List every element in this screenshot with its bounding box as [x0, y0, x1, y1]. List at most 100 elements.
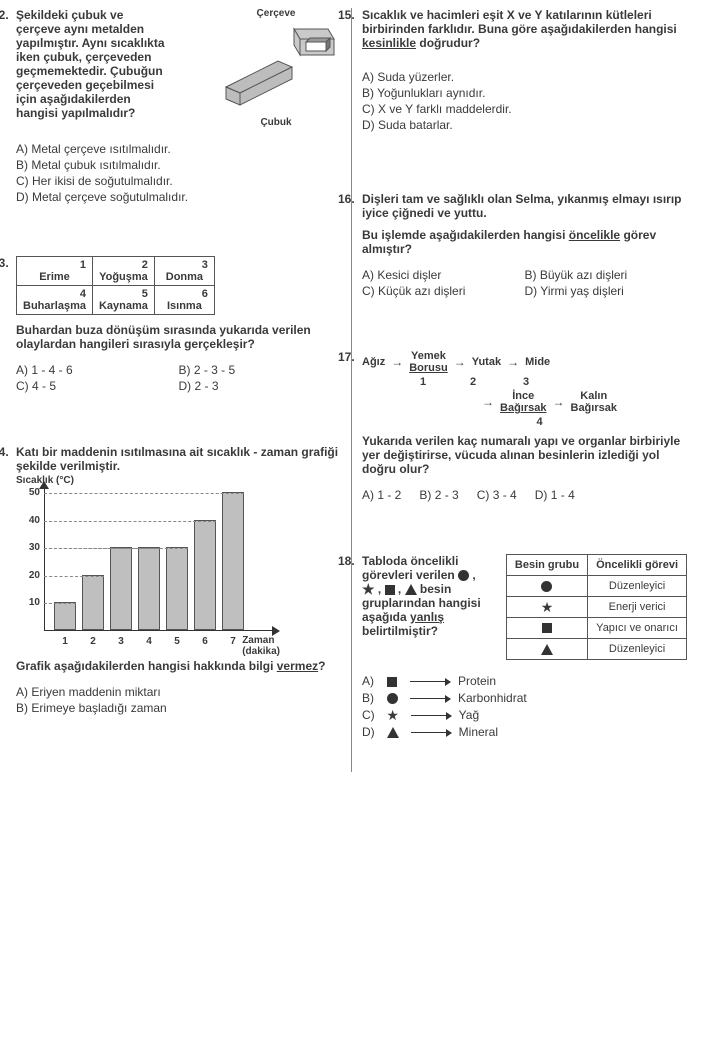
star-icon: ★	[386, 710, 399, 721]
right-column: 15. Sıcaklık ve hacimleri eşit X ve Y ka…	[352, 8, 697, 772]
x-tick: 2	[82, 636, 104, 647]
q15-opt-b: B) Yoğunlukları aynıdır.	[362, 86, 687, 100]
q18-opt-d: D)Mineral	[362, 725, 687, 739]
cell-label: Isınma	[161, 300, 208, 312]
q18-options: A)Protein B)Karbonhidrat C)★Yağ D)Minera…	[362, 660, 687, 739]
stem-part: Bu işlemde aşağıdakilerden hangisi	[362, 228, 569, 242]
rod-label: Çubuk	[211, 117, 341, 128]
question-13: 13. 1Erime 2Yoğuşma 3Donma 4Buharlaşma 5…	[16, 256, 341, 395]
table-row: 1Erime 2Yoğuşma 3Donma	[17, 257, 215, 286]
node-yemek-l1: Yemek	[409, 350, 448, 362]
stem-underline: öncelikle	[569, 228, 620, 242]
q16-stem1: Dişleri tam ve sağlıklı olan Selma, yıka…	[362, 192, 687, 220]
left-column: 12. Çerçeve	[6, 8, 351, 772]
arrow-icon: →	[507, 355, 519, 369]
cell-role: Düzenleyici	[588, 639, 687, 660]
cell-num: 4	[23, 288, 86, 300]
stem-part: ,	[375, 582, 385, 596]
question-number: 14.	[0, 445, 9, 459]
stem-underline: vermez	[277, 659, 318, 673]
question-number: 17.	[338, 350, 355, 364]
q14-chart: Sıcaklık (°C) Zaman (dakika) 10203040501…	[16, 479, 276, 649]
bar	[82, 575, 104, 630]
table-row: Düzenleyici	[506, 576, 686, 597]
rod-frame-icon	[216, 19, 336, 114]
triangle-icon	[541, 644, 553, 655]
q17-opt-c: C) 3 - 4	[477, 488, 517, 502]
cell-role: Düzenleyici	[588, 576, 687, 597]
question-14: 14. Katı bir maddenin ısıtılmasına ait s…	[16, 445, 341, 715]
y-axis	[44, 489, 45, 631]
stem-underline: kesinlikle	[362, 36, 416, 50]
q14-opt-a: A) Eriyen maddenin miktarı	[16, 685, 341, 699]
node-num-4: 4	[510, 416, 570, 428]
question-18: 18. Besin grubu Öncelikli görevi Düzenle…	[362, 554, 687, 742]
q16-opt-d: D) Yirmi yaş dişleri	[525, 284, 688, 298]
node-num-1: 1	[398, 376, 448, 388]
star-icon: ★	[362, 584, 375, 595]
q13-table: 1Erime 2Yoğuşma 3Donma 4Buharlaşma 5Kayn…	[16, 256, 215, 315]
q13-opt-a: A) 1 - 4 - 6	[16, 363, 179, 377]
question-12: 12. Çerçeve	[16, 8, 341, 206]
table-row: ★ Enerji verici	[506, 597, 686, 618]
q13-opt-c: C) 4 - 5	[16, 379, 179, 393]
opt-label: C)	[362, 708, 375, 722]
stem-underline: yanlış	[410, 610, 444, 624]
x-axis-label: Zaman (dakika)	[242, 635, 280, 657]
q18-opt-b: B)Karbonhidrat	[362, 691, 687, 705]
frame-label: Çerçeve	[211, 8, 341, 19]
cell-label: Erime	[23, 271, 86, 283]
x-tick: 6	[194, 636, 216, 647]
xlabel-line2: (dakika)	[242, 646, 280, 657]
q16-stem2: Bu işlemde aşağıdakilerden hangisi öncel…	[362, 228, 687, 256]
q14-opt-b: B) Erimeye başladığı zaman	[16, 701, 341, 715]
q12-options: A) Metal çerçeve ısıtılmalıdır. B) Metal…	[16, 132, 341, 204]
table-row: Besin grubu Öncelikli görevi	[506, 555, 686, 576]
arrow-icon: →	[553, 395, 565, 409]
q13-stem: Buhardan buza dönüşüm sırasında yukarıda…	[16, 323, 341, 351]
star-icon: ★	[541, 602, 554, 613]
x-tick: 1	[54, 636, 76, 647]
q13-opt-d: D) 2 - 3	[179, 379, 342, 393]
stem-part: Sıcaklık ve hacimleri eşit X ve Y katıla…	[362, 8, 677, 36]
q16-opt-c: C) Küçük azı dişleri	[362, 284, 525, 298]
stem-part: ,	[395, 582, 405, 596]
bar	[138, 547, 160, 630]
triangle-icon	[387, 727, 399, 738]
opt-label: D)	[362, 725, 375, 739]
opt-label: A)	[362, 674, 374, 688]
circle-icon	[458, 570, 469, 581]
cell-label: Donma	[161, 271, 208, 283]
square-icon	[387, 677, 397, 687]
bar	[194, 520, 216, 630]
q15-stem: Sıcaklık ve hacimleri eşit X ve Y katıla…	[362, 8, 687, 50]
opt-text: Yağ	[459, 708, 479, 722]
node-ince-l1: İnce	[500, 390, 546, 402]
q18-opt-c: C) ★ Yağ	[362, 708, 687, 722]
node-agiz: Ağız	[362, 356, 385, 368]
q13-options: A) 1 - 4 - 6 B) 2 - 3 - 5 C) 4 - 5 D) 2 …	[16, 363, 341, 395]
cell-label: Kaynama	[99, 300, 148, 312]
arrow-icon	[411, 715, 451, 716]
node-yemek-l2: Borusu	[409, 362, 448, 374]
q12-figure: Çerçeve	[211, 8, 341, 128]
q16-options: A) Kesici dişler B) Büyük azı dişleri C)…	[362, 268, 687, 300]
node-yutak: Yutak	[472, 356, 501, 368]
circle-icon	[387, 693, 398, 704]
table-row: Düzenleyici	[506, 639, 686, 660]
node-mide: Mide	[525, 356, 550, 368]
cell-label: Buharlaşma	[23, 300, 86, 312]
y-tick: 50	[16, 487, 40, 498]
q13-opt-b: B) 2 - 3 - 5	[179, 363, 342, 377]
bar	[54, 602, 76, 630]
arrow-icon: →	[482, 395, 494, 409]
q15-opt-c: C) X ve Y farklı maddelerdir.	[362, 102, 687, 116]
square-icon	[385, 585, 395, 595]
stem-part: ?	[318, 659, 325, 673]
cell-role: Enerji verici	[588, 597, 687, 618]
xlabel-line1: Zaman	[242, 635, 274, 646]
bar	[166, 547, 188, 630]
q17-opt-a: A) 1 - 2	[362, 488, 401, 502]
x-axis	[44, 630, 276, 631]
table-row: Yapıcı ve onarıcı	[506, 618, 686, 639]
